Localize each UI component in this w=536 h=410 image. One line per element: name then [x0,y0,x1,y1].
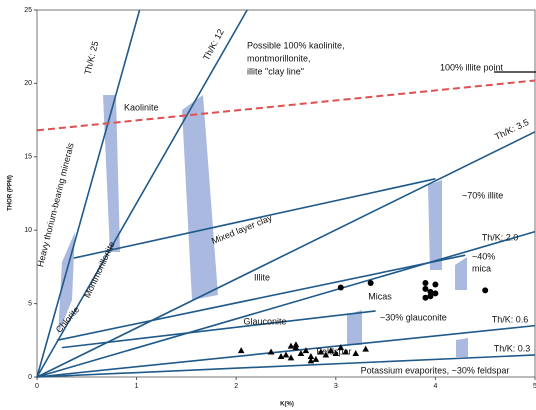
y-tick-label: 0 [28,374,32,381]
ratio-label: Th/K: 25 [82,40,100,75]
y-tick-label: 25 [24,7,32,14]
ratio-line [36,354,536,378]
ratio-line [36,131,536,378]
boundary-line [61,310,376,349]
band [347,310,362,345]
plot-frame [36,9,536,378]
ratio-label: Th/K: 0.3 [494,343,531,353]
band [455,257,467,290]
data-point [422,294,429,301]
band [103,95,120,252]
x-tick-label: 1 [135,383,139,390]
data-point [292,341,300,348]
annotation: montmorillonite, [247,53,311,63]
annotation: illite "clay line" [247,66,304,76]
data-point [282,351,290,358]
data-point [427,293,434,300]
ratio-label: Th/K: 2.0 [482,232,519,242]
data-point [362,345,369,352]
data-point [277,352,285,359]
ratio-label: Th/K: 12 [201,27,226,62]
data-point [327,347,335,354]
data-point [427,288,434,295]
data-point [322,351,330,358]
data-point [312,355,320,362]
annotation: Kaolinite [124,102,159,112]
annotation: Mixed layer clay [210,213,274,247]
data-point [302,347,310,354]
annotation: ~30% glauconite [380,312,447,322]
data-point [352,350,360,357]
data-point [432,281,439,288]
data-point [422,280,429,287]
ratio-line [36,230,536,378]
annotation: Micas [368,291,392,301]
data-point [237,347,245,354]
annotation: Possible 100% kaolinite, [247,40,345,50]
data-point [287,354,295,361]
y-tick-label: 15 [24,154,32,161]
annotation: Potassium evaporites, ~30% feldspar [361,365,510,375]
x-tick-label: 2 [234,383,238,390]
data-point [307,352,315,359]
annotation: ~70% illite [462,190,503,200]
y-tick-label: 5 [28,300,32,307]
annotation: 100% illite point [440,62,504,72]
data-point [337,284,344,291]
ratio-label: Th/K: 3.5 [493,117,530,142]
x-tick-label: 3 [334,383,338,390]
annotation: mica [472,263,491,273]
data-point [287,342,295,349]
boundary-line [73,178,436,259]
data-point [337,344,345,351]
y-tick-label: 20 [24,80,32,87]
data-point [367,280,374,287]
data-point [482,287,489,294]
ratio-label: Th/K: 0.6 [492,314,529,324]
annotation: Feldspar [316,346,351,356]
band [456,338,468,357]
annotation: Illite [254,272,270,282]
data-point [332,350,340,357]
data-point [267,348,275,355]
x-tick-label: 4 [433,383,437,390]
data-point [317,348,325,355]
band [182,95,218,300]
data-point [342,348,350,355]
x-tick-label: 0 [35,383,39,390]
x-tick-label: 5 [533,383,536,390]
clay-line [36,79,536,132]
ratio-line [36,324,536,378]
data-point [307,357,315,364]
ratio-line [36,9,141,378]
annotation: Glauconite [243,316,286,326]
annotation: Montmorillonite [82,240,117,300]
y-tick-label: 10 [24,227,32,234]
annotation: ~40% [472,251,495,261]
data-point [422,285,429,292]
boundary-line [56,254,466,342]
ratio-line [36,9,248,378]
data-point [432,290,439,297]
data-point [297,350,305,357]
y-axis-label: THOR (PPM) [8,175,14,211]
band [428,180,442,270]
x-axis-label: K(%) [280,402,294,408]
